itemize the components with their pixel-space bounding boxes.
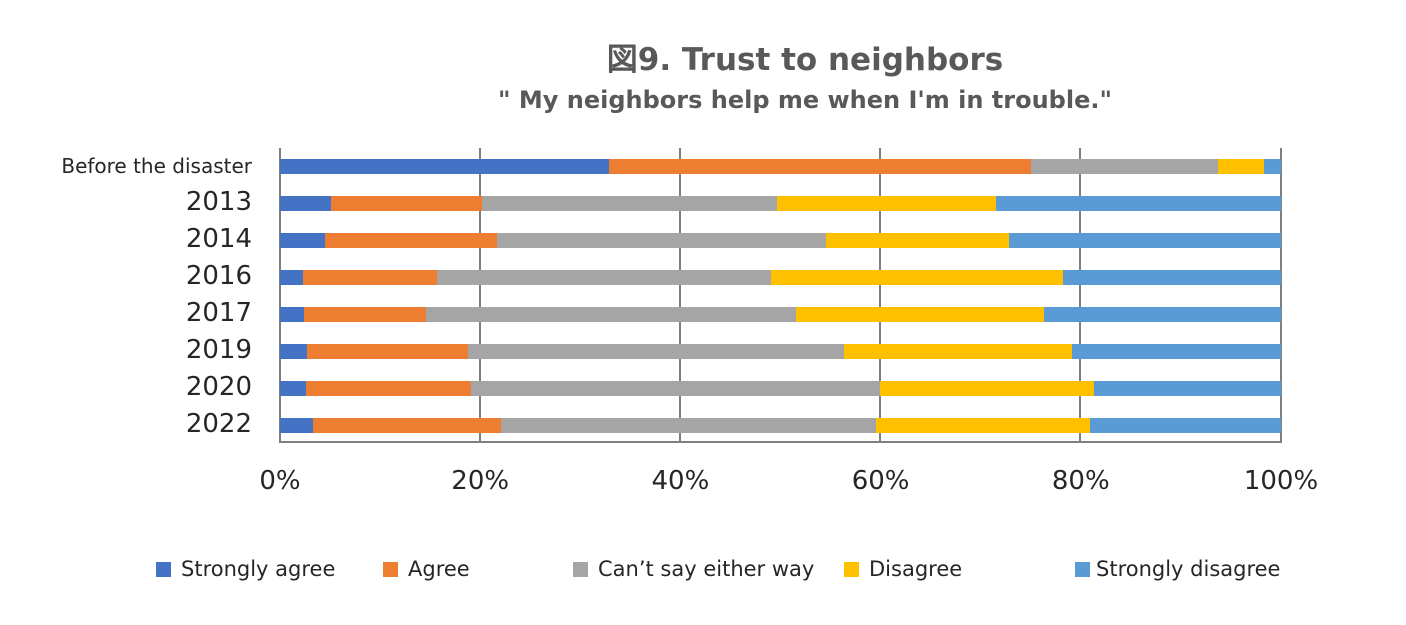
x-tick-label: 100% — [1243, 466, 1319, 496]
bar-segment — [280, 307, 305, 322]
bar-segment — [501, 418, 876, 433]
gridline — [679, 148, 681, 443]
bar-segment — [306, 381, 472, 396]
bar-row — [280, 307, 1281, 322]
bar-segment — [304, 307, 427, 322]
legend-swatch-icon — [573, 561, 588, 577]
legend-label: Strongly agree — [181, 557, 336, 581]
category-label: 2022 — [185, 409, 252, 439]
gridline — [1079, 148, 1081, 443]
category-label: 2013 — [185, 187, 252, 217]
bar-segment — [1217, 159, 1264, 174]
legend-item: Strongly agree — [156, 557, 335, 581]
x-tick-label: 40% — [651, 466, 710, 496]
bar-segment — [426, 307, 797, 322]
gridline — [1280, 148, 1282, 443]
bar-segment — [879, 381, 1094, 396]
legend-label: Can’t say either way — [598, 557, 815, 581]
bar-segment — [825, 233, 1009, 248]
legend-label: Agree — [408, 557, 470, 581]
bar-segment — [325, 233, 498, 248]
bar-segment — [1093, 381, 1281, 396]
bar-segment — [280, 159, 610, 174]
category-label: 2016 — [185, 261, 252, 291]
bar-row — [280, 233, 1281, 248]
plot-area — [279, 148, 1282, 443]
bar-segment — [331, 196, 483, 211]
legend-swatch-icon — [156, 561, 171, 577]
x-tick-label: 80% — [1051, 466, 1110, 496]
bar-segment — [497, 233, 826, 248]
bar-row — [280, 196, 1281, 211]
category-label: 2017 — [185, 298, 252, 328]
category-label: Before the disaster — [61, 154, 252, 178]
bar-segment — [313, 418, 502, 433]
bar-segment — [609, 159, 1031, 174]
chart-title: 図9. Trust to neighbors — [606, 42, 1004, 78]
bar-segment — [843, 344, 1072, 359]
bar-segment — [280, 196, 332, 211]
bar-segment — [796, 307, 1044, 322]
category-label: 2014 — [185, 224, 252, 254]
legend-label: Strongly disagree — [1096, 557, 1281, 581]
bar-segment — [437, 270, 772, 285]
bar-segment — [280, 381, 307, 396]
bar-segment — [280, 344, 308, 359]
bar-segment — [1071, 344, 1281, 359]
legend-item: Strongly disagree — [1075, 557, 1280, 581]
bar-segment — [280, 418, 314, 433]
bar-row — [280, 159, 1281, 174]
legend-item: Can’t say either way — [573, 557, 814, 581]
legend-swatch-icon — [383, 561, 398, 577]
bar-segment — [995, 196, 1281, 211]
bar-row — [280, 344, 1281, 359]
bar-segment — [1030, 159, 1218, 174]
bar-segment — [482, 196, 778, 211]
bar-row — [280, 381, 1281, 396]
category-label: 2019 — [185, 335, 252, 365]
bar-segment — [777, 196, 996, 211]
gridline — [279, 148, 281, 443]
chart-subtitle: " My neighbors help me when I'm in troub… — [498, 86, 1112, 114]
bar-segment — [1062, 270, 1281, 285]
legend-item: Agree — [383, 557, 470, 581]
legend-swatch-icon — [844, 561, 859, 577]
bar-segment — [771, 270, 1063, 285]
bar-segment — [471, 381, 880, 396]
bar-segment — [468, 344, 844, 359]
bar-segment — [307, 344, 469, 359]
gridline — [479, 148, 481, 443]
x-tick-label: 60% — [851, 466, 910, 496]
x-axis-line — [279, 441, 1281, 443]
legend-item: Disagree — [844, 557, 962, 581]
bar-row — [280, 418, 1281, 433]
bar-segment — [1043, 307, 1281, 322]
bar-segment — [875, 418, 1090, 433]
bar-segment — [303, 270, 438, 285]
bar-segment — [1263, 159, 1281, 174]
bar-segment — [1089, 418, 1281, 433]
x-tick-label: 0% — [259, 466, 301, 496]
bar-segment — [1008, 233, 1281, 248]
bar-row — [280, 270, 1281, 285]
bar-segment — [280, 270, 304, 285]
bar-segment — [280, 233, 326, 248]
x-tick-label: 20% — [451, 466, 510, 496]
legend-label: Disagree — [869, 557, 963, 581]
legend-swatch-icon — [1075, 561, 1090, 577]
category-label: 2020 — [185, 372, 252, 402]
gridline — [879, 148, 881, 443]
